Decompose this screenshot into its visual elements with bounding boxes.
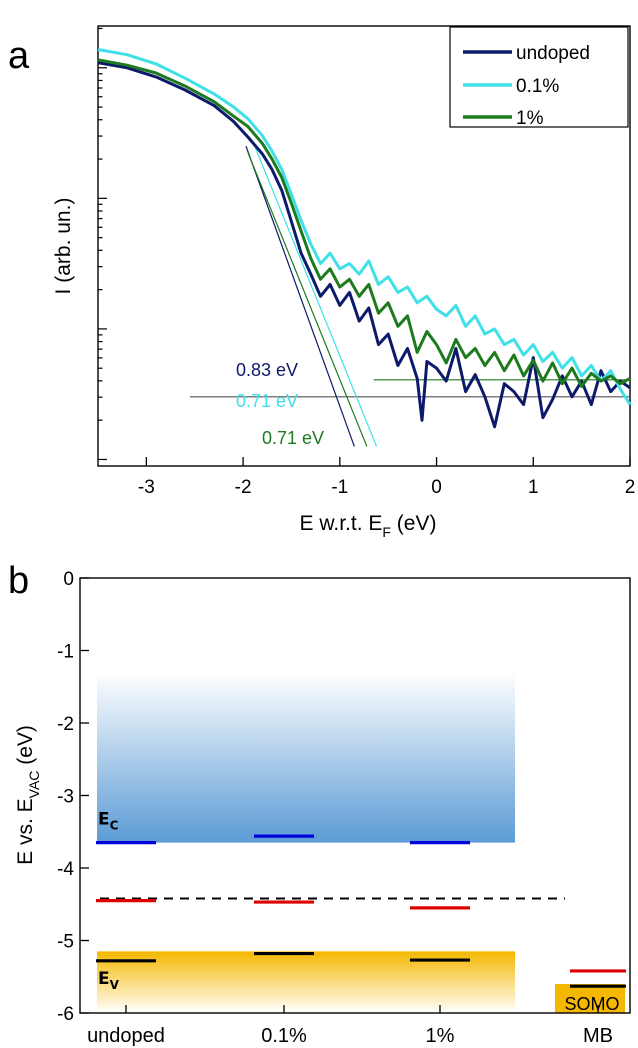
legend-label-0.1pct: 0.1% bbox=[516, 76, 559, 97]
panel-b-ticks: 0 -1 -2 -3 -4 -5 -6 bbox=[57, 569, 599, 1025]
panel-b: b 0-1-2-3-4-5-6 undoped 0.1% 1% MB EC EV SO… bbox=[8, 560, 631, 1047]
panel-a-series-line bbox=[97, 58, 631, 388]
panel-a-x-axis-label-sub: F bbox=[382, 524, 391, 540]
panel-a-x-tick-label: -3 bbox=[138, 477, 155, 498]
panel-b-y-axis-label-main: E vs. E bbox=[14, 798, 37, 865]
panel-a-series bbox=[97, 48, 632, 429]
panel-b-y-axis-label-suffix: (eV) bbox=[14, 725, 37, 771]
legend-label-undoped: undoped bbox=[516, 43, 590, 64]
panel-b-category-label: 1% bbox=[426, 1025, 455, 1047]
panel-a-x-axis-label: E w.r.t. EF (eV) bbox=[300, 512, 437, 540]
panel-b-y-tick-label: -3 bbox=[57, 787, 74, 808]
somo-label: SOMO bbox=[564, 994, 619, 1014]
valence-band-label-main: E bbox=[98, 969, 110, 989]
panel-b-y-tick-label: -6 bbox=[57, 1004, 74, 1025]
panel-a-x-tick-label: -2 bbox=[235, 477, 252, 498]
panel-b-y-tick-label: 0 bbox=[63, 569, 74, 590]
panel-a-fit-line bbox=[245, 145, 355, 447]
panel-a: a -3 -2 -1 0 1 2 0.83 eV 0.71 eV 0.71 eV undo… bbox=[8, 25, 635, 540]
panel-a-y-axis-label: I (arb. un.) bbox=[52, 198, 75, 295]
panel-a-x-tick-labels: -3 -2 -1 0 1 2 bbox=[138, 477, 635, 498]
conduction-band-label: EC bbox=[98, 810, 119, 833]
panel-a-fit-line bbox=[254, 145, 378, 447]
legend-box bbox=[449, 26, 629, 128]
annotation-1pct: 0.71 eV bbox=[262, 428, 324, 448]
valence-band-label: EV bbox=[98, 969, 120, 992]
panel-b-y-tick-label: -4 bbox=[57, 859, 74, 880]
annotation-undoped: 0.83 eV bbox=[236, 360, 298, 380]
panel-a-fit-lines bbox=[189, 145, 630, 447]
panel-b-label: b bbox=[8, 560, 29, 602]
panel-a-x-tick-label: 0 bbox=[431, 477, 442, 498]
panel-b-y-tick-label: -5 bbox=[57, 932, 74, 953]
conduction-band-region bbox=[97, 672, 515, 843]
somo-band-region bbox=[555, 984, 625, 1013]
panel-a-x-axis-label-suffix: (eV) bbox=[391, 512, 437, 535]
panel-b-category-label: undoped bbox=[87, 1025, 165, 1047]
panel-b-y-axis-label-sub: VAC bbox=[26, 771, 42, 799]
conduction-band-label-main: E bbox=[98, 810, 110, 830]
panel-a-series-line bbox=[97, 61, 631, 429]
conduction-band-label-sub: C bbox=[110, 819, 119, 833]
panel-a-frame bbox=[97, 25, 631, 467]
panel-b-y-axis-label: E vs. EVAC (eV) bbox=[14, 725, 42, 865]
panel-a-x-tick-label: 2 bbox=[625, 477, 636, 498]
panel-b-category-labels: undoped 0.1% 1% MB bbox=[87, 1025, 613, 1047]
panel-a-x-tick-label: 1 bbox=[528, 477, 539, 498]
legend: undoped 0.1% 1% bbox=[449, 26, 629, 129]
panel-b-y-tick-label: -1 bbox=[57, 642, 74, 663]
panel-a-x-tick-label: -1 bbox=[331, 477, 348, 498]
panel-a-x-axis-label-main: E w.r.t. E bbox=[300, 512, 383, 535]
panel-a-series-line bbox=[97, 48, 632, 406]
legend-label-1pct: 1% bbox=[516, 108, 544, 129]
panel-a-fit-line bbox=[247, 152, 368, 447]
panel-a-label: a bbox=[8, 35, 30, 77]
panel-a-ticks bbox=[98, 27, 631, 466]
valence-band-label-sub: V bbox=[110, 978, 120, 992]
annotation-0.1pct: 0.71 eV bbox=[236, 391, 298, 411]
panel-b-category-label: 0.1% bbox=[261, 1025, 307, 1047]
panel-b-levels bbox=[96, 834, 626, 988]
panel-b-category-label: MB bbox=[583, 1025, 613, 1047]
panel-b-y-tick-label: -2 bbox=[57, 714, 74, 735]
